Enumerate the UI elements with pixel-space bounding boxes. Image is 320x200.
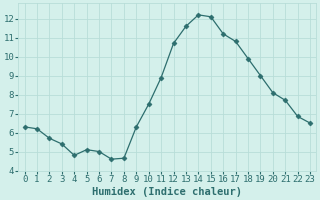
X-axis label: Humidex (Indice chaleur): Humidex (Indice chaleur) (92, 186, 242, 197)
